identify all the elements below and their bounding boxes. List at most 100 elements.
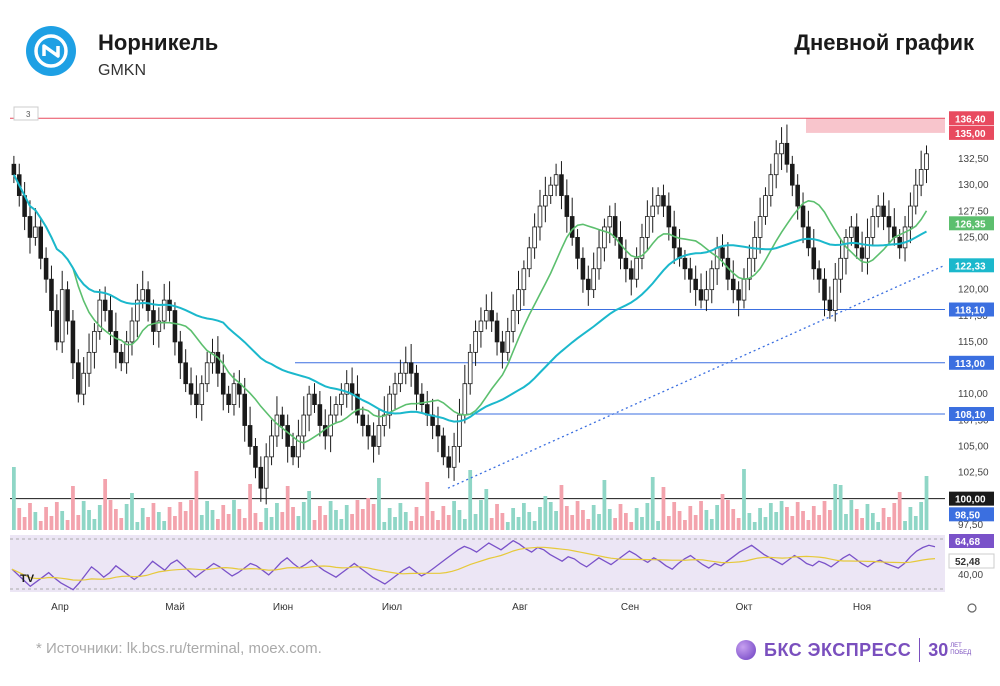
volume-bar	[87, 510, 91, 530]
x-tick-label: Ноя	[853, 602, 871, 613]
volume-bar	[640, 517, 644, 530]
volume-bar	[108, 500, 113, 530]
candle-body	[827, 299, 833, 311]
candle-body	[387, 393, 392, 416]
volume-bar	[876, 522, 881, 530]
candle-body	[70, 320, 76, 364]
settings-gear-icon[interactable]	[967, 603, 977, 613]
volume-bar	[49, 516, 54, 530]
candle-body	[408, 362, 414, 374]
candle-body	[398, 372, 403, 385]
candle-body	[344, 383, 349, 395]
candle-body	[607, 216, 613, 228]
candle-body	[500, 341, 505, 353]
candle-body	[537, 205, 543, 228]
candle-body	[822, 278, 827, 301]
volume-bar	[210, 510, 215, 530]
candle-body	[161, 299, 167, 322]
volume-bar	[199, 515, 204, 530]
volume-bar	[591, 505, 596, 530]
volume-bar	[387, 508, 392, 530]
price-label-box	[949, 407, 994, 422]
candle-body	[795, 184, 800, 207]
volume-bar	[258, 522, 263, 530]
candle-body	[924, 153, 929, 170]
candle-body	[892, 226, 897, 238]
rsi-panel-bg	[10, 535, 945, 592]
interval-badge[interactable]	[13, 106, 39, 121]
candle-body	[231, 383, 237, 406]
volume-bar	[436, 520, 440, 530]
candle-body	[263, 456, 269, 489]
volume-bar	[581, 510, 585, 530]
volume-bar	[323, 515, 328, 530]
price-label: 136,40	[955, 114, 986, 125]
price-chart[interactable]: 132,50130,00127,50125,00120,00117,50115,…	[0, 100, 1000, 625]
volume-bar	[870, 513, 875, 530]
candle-body	[113, 331, 119, 353]
volume-bar	[548, 502, 553, 530]
candle-body	[902, 226, 908, 249]
volume-bar	[135, 522, 140, 530]
volume-bar	[156, 512, 161, 530]
candle-body	[339, 393, 344, 405]
volume-bar	[17, 508, 22, 530]
volume-bar	[656, 521, 660, 530]
candle-body	[49, 278, 54, 311]
candle-body	[773, 153, 779, 176]
candle-body	[478, 320, 484, 332]
candle-body	[317, 404, 323, 426]
candle-body	[151, 310, 156, 332]
volume-bar	[575, 501, 580, 530]
volume-bar	[790, 516, 795, 530]
candle-body	[865, 236, 870, 259]
candle-body	[457, 414, 462, 447]
volume-bar	[903, 521, 907, 530]
candle-body	[575, 236, 580, 259]
volume-bar	[768, 503, 773, 530]
rsi-label: 64,68	[955, 537, 980, 548]
volume-bar	[473, 514, 478, 530]
price-label: 122,33	[955, 261, 986, 272]
candle-body	[65, 289, 70, 322]
candle-body	[602, 226, 607, 249]
volume-bar	[924, 476, 929, 530]
volume-bar	[403, 512, 408, 530]
rsi-tick-label: 40,00	[958, 570, 983, 581]
candle-body	[204, 362, 210, 385]
volume-bar	[103, 479, 108, 530]
volume-bar	[785, 507, 789, 530]
volume-bar	[495, 504, 499, 530]
candle-body	[596, 247, 602, 270]
y-tick-label: 115,00	[958, 337, 988, 348]
candle-body	[666, 205, 672, 228]
volume-bar	[414, 507, 419, 530]
rsi-line	[11, 539, 936, 591]
volume-bar	[430, 511, 435, 530]
volume-bar	[731, 509, 736, 530]
volume-bar	[661, 487, 666, 530]
brand-subtitle: ЛЕТ ПОБЕД	[950, 643, 971, 657]
candle-body	[553, 174, 559, 186]
candle-body	[333, 404, 339, 416]
x-tick-label: Окт	[736, 602, 753, 613]
x-tick-label: Авг	[512, 602, 528, 613]
volume-bar	[183, 511, 188, 530]
resistance-zone	[806, 118, 945, 133]
volume-bar	[360, 509, 365, 530]
candle-body	[693, 278, 698, 291]
volume-bar	[484, 489, 489, 530]
candle-body	[618, 236, 623, 259]
price-label-box	[949, 302, 994, 317]
volume-bar	[162, 521, 167, 530]
volume-bar	[500, 513, 505, 530]
volume-bar	[291, 507, 295, 530]
price-label: 135,00	[955, 129, 986, 140]
volume-bar	[720, 494, 725, 530]
candle-body	[800, 205, 806, 228]
candle-body	[757, 216, 763, 238]
candle-body	[623, 257, 629, 270]
y-tick-label: 130,00	[958, 180, 989, 191]
volume-bar	[618, 504, 623, 530]
price-label-box	[949, 216, 994, 231]
